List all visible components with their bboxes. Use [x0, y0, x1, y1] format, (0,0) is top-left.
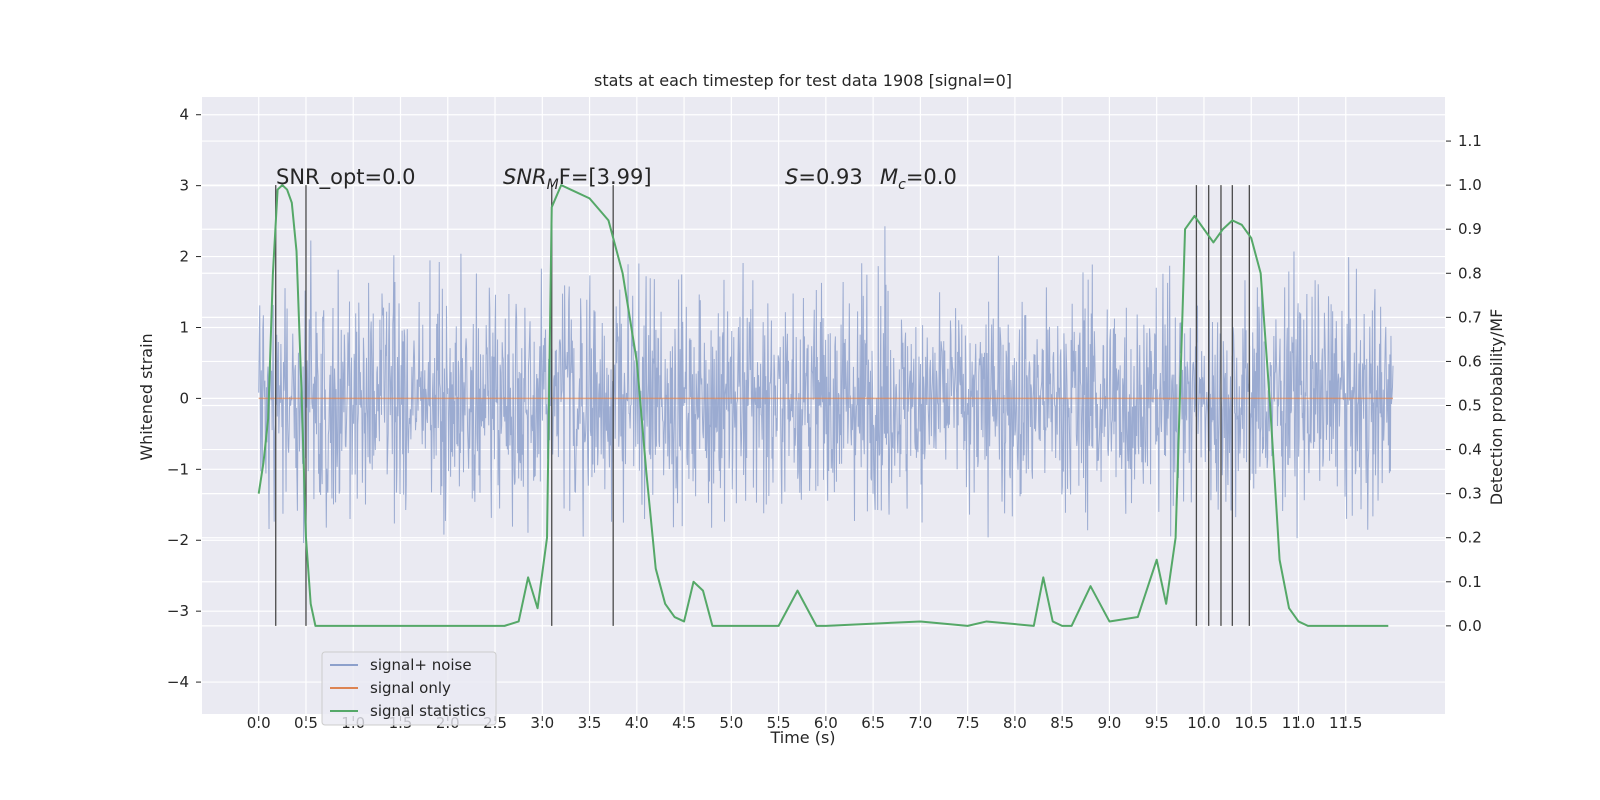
- x-tick-label: 6.5: [861, 714, 885, 732]
- x-tick-label: 0.5: [294, 714, 318, 732]
- y-right-tick-label: 0.4: [1458, 441, 1482, 459]
- y-axis-right-ticks: 1.1 1.0 0.9 0.8 0.7 0.6 0.5 0.4 0.3 0.2 0.1 0.0: [1446, 132, 1482, 635]
- annotation-mc-sub: c: [898, 177, 906, 193]
- y-right-tick-label: 0.8: [1458, 264, 1482, 282]
- y-right-tick-label: 0.5: [1458, 397, 1482, 415]
- y-right-tick-label: 1.1: [1458, 132, 1482, 150]
- x-tick-label: 3.5: [578, 714, 602, 732]
- x-tick-label: 7.5: [956, 714, 980, 732]
- x-tick-label: 3.0: [530, 714, 554, 732]
- legend-box: [321, 651, 497, 726]
- y-right-tick-label: 0.0: [1458, 617, 1482, 635]
- y-right-tick-label: 0.3: [1458, 485, 1482, 503]
- y-right-tick-label: 0.2: [1458, 529, 1482, 547]
- chart-title: stats at each timestep for test data 190…: [594, 71, 1012, 90]
- annotation-s-base: S: [785, 165, 798, 189]
- x-axis-label: Time (s): [769, 728, 835, 747]
- x-tick-label: 6.0: [814, 714, 838, 732]
- y-right-tick-label: 1.0: [1458, 176, 1482, 194]
- x-tick-label: 0.0: [247, 714, 271, 732]
- y-tick-label: 1: [179, 318, 189, 336]
- signal-noise-series: [258, 226, 1394, 544]
- legend-label-signal-statistics: signal statistics: [370, 702, 486, 720]
- x-tick-label: 4.5: [672, 714, 696, 732]
- y-right-tick-label: 0.7: [1458, 308, 1482, 326]
- x-tick-label: 10.5: [1235, 714, 1268, 732]
- y-tick-label: −3: [167, 602, 189, 620]
- annotation-mc-base: M: [880, 165, 898, 189]
- y-right-tick-label: 0.9: [1458, 220, 1482, 238]
- x-tick-label: 5.0: [719, 714, 743, 732]
- vertical-markers: [275, 185, 1250, 626]
- x-tick-label: 7.0: [908, 714, 932, 732]
- x-tick-label: 8.0: [1003, 714, 1027, 732]
- x-tick-label: 10.0: [1187, 714, 1220, 732]
- y-tick-label: 3: [179, 177, 189, 195]
- annotation-mc: Mc=0.0: [880, 165, 957, 193]
- y-axis-label: Whitened strain: [137, 333, 156, 460]
- x-tick-label: 9.5: [1145, 714, 1169, 732]
- y-tick-label: −2: [167, 531, 189, 549]
- x-tick-label: 5.5: [767, 714, 791, 732]
- annotation-s-rest: =0.93: [798, 165, 862, 189]
- y-tick-label: 4: [179, 106, 189, 124]
- x-tick-label: 9.0: [1098, 714, 1122, 732]
- legend-label-signal-only: signal only: [370, 679, 451, 697]
- y-tick-label: −4: [167, 673, 189, 691]
- signal-statistics-series: [257, 184, 1389, 627]
- annotation-mc-rest: =0.0: [906, 165, 957, 189]
- annotation-snr-mf-sub: M: [547, 177, 559, 193]
- legend-label-signal-noise: signal+ noise: [370, 656, 472, 674]
- y-right-tick-label: 0.6: [1458, 352, 1482, 370]
- y-tick-label: 2: [179, 248, 189, 266]
- annotation-snr-mf-rest: F=[3.99]: [559, 165, 652, 189]
- x-tick-label: 8.5: [1050, 714, 1074, 732]
- y-axis-right-label: Detection probability/MF: [1487, 309, 1506, 506]
- annotation-snr-mf: SNRMF=[3.99]: [503, 165, 652, 193]
- annotation-snr-opt: SNR_opt=0.0: [276, 165, 416, 190]
- x-tick-label: 4.0: [625, 714, 649, 732]
- signal-noise-line: [258, 226, 1394, 544]
- legend: signal+ noise signal only signal statist…: [321, 651, 497, 726]
- signal-statistics-line: [257, 184, 1389, 627]
- y-tick-label: 0: [179, 389, 189, 407]
- y-tick-label: −1: [167, 460, 189, 478]
- x-tick-label: 11.0: [1282, 714, 1315, 732]
- x-tick-label: 11.5: [1329, 714, 1362, 732]
- y-right-tick-label: 0.1: [1458, 573, 1482, 591]
- annotation-snr-mf-base: SNR: [503, 165, 547, 189]
- annotation-s: S=0.93: [785, 165, 863, 189]
- y-axis-left-ticks: 4 3 2 1 0 −1 −2 −3 −4: [167, 106, 201, 691]
